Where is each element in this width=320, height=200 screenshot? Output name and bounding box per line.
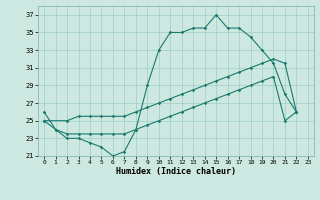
X-axis label: Humidex (Indice chaleur): Humidex (Indice chaleur) bbox=[116, 167, 236, 176]
